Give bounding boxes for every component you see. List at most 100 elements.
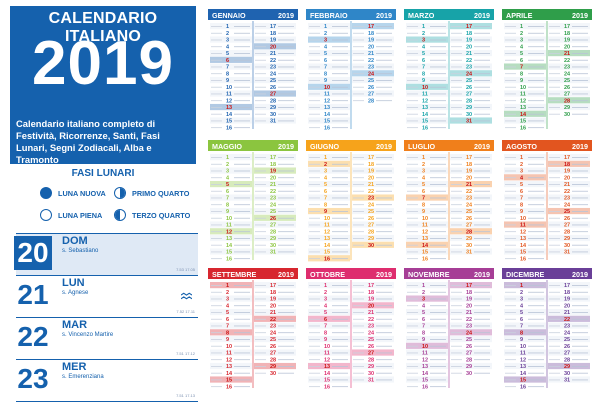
day-number: 17 [270, 155, 276, 161]
day-cell [210, 117, 252, 124]
day-number: 16 [226, 256, 232, 262]
day-number: 14 [422, 371, 429, 377]
day-cell [548, 154, 590, 161]
day-number: 8 [422, 71, 425, 77]
day-detail-list: 20 DOM s. Sebastiano 7.53 17.05 21 LUN s… [14, 233, 198, 402]
day-number: 20 [564, 303, 570, 309]
day-number: 13 [226, 236, 232, 242]
day-number: 17 [466, 155, 472, 161]
day-cell [254, 117, 296, 124]
day-number: 4 [226, 175, 230, 181]
day-number: 26 [368, 85, 374, 91]
day-number: 30 [368, 243, 374, 249]
day-number: 28 [270, 357, 276, 363]
day-cell [352, 282, 394, 289]
day-cell [308, 342, 350, 349]
day-cell [548, 70, 590, 77]
day-number: 18 [368, 31, 374, 37]
day-number: 16 [422, 256, 428, 262]
day-cell [308, 124, 350, 131]
day-number: 29 [368, 236, 374, 242]
day-cell [210, 349, 252, 356]
day-cell [450, 201, 492, 208]
day-cell [254, 70, 296, 77]
day-cell [450, 110, 492, 117]
day-number: 29 [270, 364, 276, 370]
day-cell [450, 167, 492, 174]
month-header: OTTOBRE 2019 [306, 268, 396, 279]
day-number: 30 [270, 371, 276, 377]
day-cell [210, 282, 252, 289]
day-number: 23 [368, 324, 374, 330]
day-cell [254, 160, 296, 167]
day-number: 12 [324, 229, 330, 235]
day-number: 30 [466, 112, 472, 118]
day-cell [548, 43, 590, 50]
day-number: 28 [466, 229, 472, 235]
day-cell [504, 362, 546, 370]
day-number: 20 [270, 303, 276, 309]
day-cell [254, 36, 296, 43]
day-cell [406, 201, 448, 208]
day-number: 26 [466, 216, 472, 222]
day-number: 29 [466, 236, 472, 242]
day-number: 2 [226, 290, 229, 296]
day-cell [450, 349, 492, 356]
day-number: 10 [520, 344, 526, 350]
day-number: 22 [564, 317, 570, 323]
day-cell [352, 369, 394, 376]
day-cell [352, 97, 394, 104]
day-cell [210, 201, 252, 208]
day-cell [254, 180, 296, 188]
day-cell [450, 335, 492, 343]
day-cell [210, 90, 252, 97]
day-cell [254, 154, 296, 161]
day-cell [406, 174, 448, 181]
day-row: 22 MAR s. Vincenzo Martire 7.51 17.12 [16, 318, 198, 360]
day-cell [504, 302, 546, 309]
day-number: 19 [466, 38, 472, 44]
day-cell [308, 302, 350, 309]
saint-name: s. Agnese [62, 290, 89, 296]
month-day-columns: 1234567891011121314151617181920212223242… [406, 21, 492, 131]
day-number: 17 [466, 24, 472, 30]
day-cell [352, 356, 394, 363]
day-number: 3 [324, 38, 327, 44]
day-cell [504, 228, 546, 235]
day-number: 12 [520, 98, 526, 104]
day-cell [254, 97, 296, 104]
month-panel-aprile: APRILE 2019 1 2 3 4 5 6 7 8 9 10 11 12 13 14 15 16 17 18 19 2… [502, 9, 592, 132]
day-cell [254, 201, 296, 208]
day-number: 19 [368, 38, 374, 44]
day-number: 18 [270, 162, 276, 168]
day-cell [548, 221, 590, 228]
day-cell [504, 376, 546, 383]
day-number: 16 [520, 125, 526, 131]
day-cell [308, 322, 350, 329]
day-cell [406, 362, 448, 370]
day-cell [504, 167, 546, 174]
day-cell [254, 335, 296, 343]
day-number: 2 [520, 31, 523, 37]
day-number: 21 [564, 51, 570, 57]
day-number: 24 [368, 330, 375, 336]
day-cell [254, 241, 296, 248]
day-cell [352, 241, 394, 248]
day-cell [308, 97, 350, 104]
day-number: 6 [324, 317, 327, 323]
day-cell [504, 201, 546, 208]
day-cell [308, 174, 350, 181]
day-cell [504, 110, 546, 117]
day-cell [406, 221, 448, 228]
day-cell [504, 174, 546, 181]
day-number: 11 [324, 351, 330, 357]
day-cell [548, 356, 590, 363]
day-number: 23 [368, 196, 374, 202]
day-number: 21 [466, 310, 472, 316]
day-number: 6 [520, 58, 523, 64]
day-cell [308, 194, 350, 201]
day-cell [254, 329, 296, 336]
day-cell [210, 302, 252, 309]
day-cell [548, 241, 590, 248]
day-cell [406, 76, 448, 84]
